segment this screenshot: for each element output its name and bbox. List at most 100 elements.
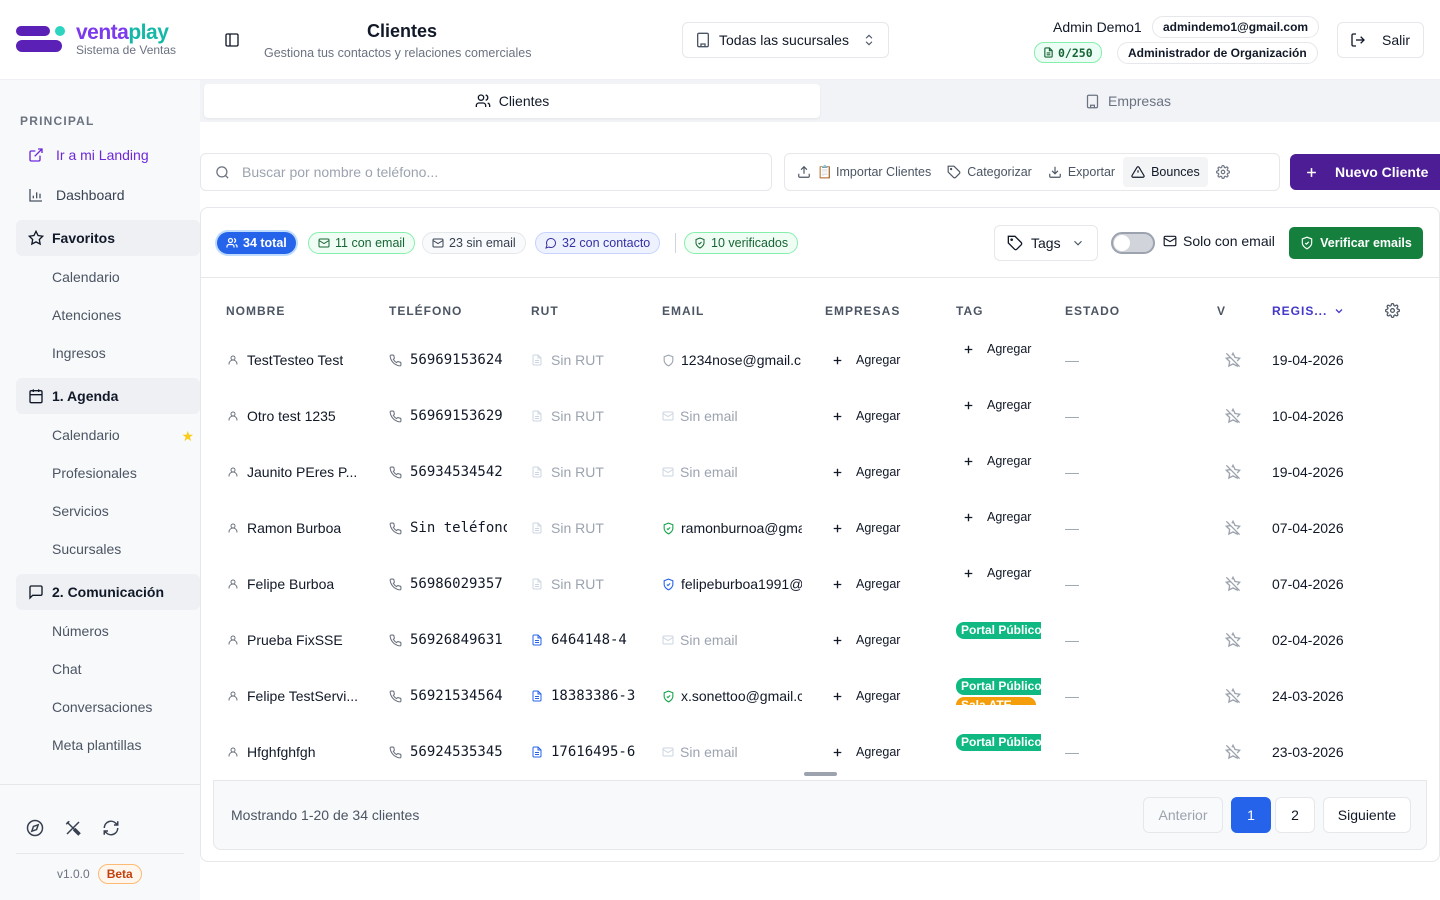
tab-empresas[interactable]: Empresas [820, 84, 1436, 118]
email-cell[interactable]: Sin email [662, 612, 802, 668]
sidebar-item-servicios[interactable]: Servicios [52, 503, 109, 519]
client-name-cell[interactable]: TestTesteo Test [227, 332, 372, 388]
sidebar-item-sucursales[interactable]: Sucursales [52, 541, 122, 557]
column-header-name[interactable]: NOMBRE [226, 304, 286, 318]
categorize-button[interactable]: Categorizar [939, 157, 1040, 187]
client-name-cell[interactable]: Jaunito PEres P... [227, 444, 372, 500]
column-header-v[interactable]: V [1217, 304, 1227, 318]
new-client-button[interactable]: Nuevo Cliente [1290, 154, 1440, 190]
branch-select[interactable]: Todas las sucursales [682, 22, 889, 58]
phone-cell[interactable]: Sin teléfono [389, 500, 507, 556]
email-cell[interactable]: 1234nose@gmail.c [662, 332, 802, 388]
verify-emails-button[interactable]: Verificar emails [1289, 227, 1423, 259]
phone-cell[interactable]: 56986029357 [389, 556, 507, 612]
add-company-button[interactable]: Agregar [831, 500, 921, 556]
add-tag-button[interactable]: Agregar [956, 510, 1031, 524]
email-cell[interactable]: Sin email [662, 724, 802, 780]
import-button[interactable]: 📋 Importar Clientes [789, 157, 939, 187]
star-off-icon[interactable] [1225, 388, 1245, 444]
column-header-tag[interactable]: TAG [956, 304, 984, 318]
client-name-cell[interactable]: Felipe Burboa [227, 556, 372, 612]
star-off-icon[interactable] [1225, 724, 1245, 780]
columns-settings-icon[interactable] [1385, 303, 1400, 318]
sidebar-item-calendario[interactable]: Calendario ★ [16, 416, 200, 454]
filter-chip-with-email[interactable]: 11 con email [308, 232, 415, 254]
sidebar-group-comunicacion[interactable]: 2. Comunicación [16, 574, 200, 610]
tag-pill[interactable]: Portal Público [956, 734, 1041, 751]
email-cell[interactable]: x.sonettoo@gmail.c [662, 668, 802, 724]
star-off-icon[interactable] [1225, 444, 1245, 500]
column-header-state[interactable]: ESTADO [1065, 304, 1121, 318]
column-header-email[interactable]: EMAIL [662, 304, 705, 318]
add-company-button[interactable]: Agregar [831, 724, 921, 780]
sidebar-item-numeros[interactable]: Números [52, 623, 109, 639]
add-tag-button[interactable]: Agregar [956, 342, 1031, 356]
star-off-icon[interactable] [1225, 612, 1245, 668]
sidebar-item-meta-plantillas[interactable]: Meta plantillas [52, 737, 142, 753]
add-company-button[interactable]: Agregar [831, 332, 921, 388]
page-2-button[interactable]: 2 [1275, 797, 1315, 833]
column-header-companies[interactable]: EMPRESAS [825, 304, 901, 318]
client-name-cell[interactable]: Otro test 1235 [227, 388, 372, 444]
add-company-button[interactable]: Agregar [831, 668, 921, 724]
table-row[interactable]: Felipe Burboa 56986029357 Sin RUT felipebur… [201, 556, 1439, 612]
add-company-button[interactable]: Agregar [831, 444, 921, 500]
sidebar-item-chat[interactable]: Chat [52, 661, 82, 677]
next-page-button[interactable]: Siguiente [1323, 797, 1411, 833]
add-tag-button[interactable]: Agregar [956, 566, 1031, 580]
tags-dropdown[interactable]: Tags [994, 225, 1098, 261]
prev-page-button[interactable]: Anterior [1143, 797, 1223, 833]
sidebar-item-conversaciones[interactable]: Conversaciones [52, 699, 153, 715]
refresh-icon[interactable] [102, 819, 120, 837]
tools-icon[interactable] [64, 819, 82, 837]
filter-chip-with-contact[interactable]: 32 con contacto [535, 232, 661, 254]
email-cell[interactable]: Sin email [662, 388, 802, 444]
sidebar-group-agenda[interactable]: 1. Agenda [16, 378, 200, 414]
sidebar-group-favoritos[interactable]: Favoritos [16, 220, 200, 256]
email-cell[interactable]: ramonburnoa@gmai [662, 500, 802, 556]
filter-chip-total[interactable]: 34 total [217, 232, 296, 254]
phone-cell[interactable]: 56969153629 [389, 388, 507, 444]
sidebar-item-landing[interactable]: Ir a mi Landing [16, 136, 200, 174]
tab-clientes[interactable]: Clientes [204, 84, 820, 118]
table-row[interactable]: Prueba FixSSE 56926849631 6464148-4 Sin ema… [201, 612, 1439, 668]
client-name-cell[interactable]: Ramon Burboa [227, 500, 372, 556]
compass-icon[interactable] [26, 819, 44, 837]
only-email-toggle[interactable] [1111, 232, 1155, 254]
tag-pill[interactable]: Portal Público [956, 622, 1041, 639]
star-off-icon[interactable] [1225, 500, 1245, 556]
tag-pill[interactable]: Portal Público [956, 678, 1041, 695]
table-row[interactable]: Otro test 1235 56969153629 Sin RUT Sin emai… [201, 388, 1439, 444]
client-name-cell[interactable]: Prueba FixSSE [227, 612, 372, 668]
table-row[interactable]: TestTesteo Test 56969153624 Sin RUT 1234nos… [201, 332, 1439, 388]
logout-button[interactable]: Salir [1337, 22, 1424, 58]
phone-cell[interactable]: 56921534564 [389, 668, 507, 724]
column-header-phone[interactable]: TELÉFONO [389, 304, 463, 318]
search-input[interactable] [242, 164, 771, 180]
add-tag-button[interactable]: Agregar [956, 454, 1031, 468]
client-name-cell[interactable]: Hfghfghfgh [227, 724, 372, 780]
table-row[interactable]: Felipe TestServi... 56921534564 18383386-3… [201, 668, 1439, 724]
column-header-rut[interactable]: RUT [531, 304, 559, 318]
star-off-icon[interactable] [1225, 332, 1245, 388]
phone-cell[interactable]: 56934534542 [389, 444, 507, 500]
sidebar-item-dashboard[interactable]: Dashboard [16, 176, 200, 214]
add-company-button[interactable]: Agregar [831, 388, 921, 444]
filter-chip-without-email[interactable]: 23 sin email [422, 232, 526, 254]
horizontal-scrollbar[interactable] [804, 772, 837, 776]
add-tag-button[interactable]: Agregar [956, 398, 1031, 412]
table-row[interactable]: Hfghfghfgh 56924535345 17616495-6 Sin email… [201, 724, 1439, 780]
add-company-button[interactable]: Agregar [831, 612, 921, 668]
toolbar-settings-button[interactable] [1208, 157, 1238, 187]
phone-cell[interactable]: 56969153624 [389, 332, 507, 388]
favorite-star-icon[interactable]: ★ [181, 428, 194, 444]
sidebar-item-calendario-fav[interactable]: Calendario [52, 269, 120, 285]
page-1-button[interactable]: 1 [1231, 797, 1271, 833]
star-off-icon[interactable] [1225, 668, 1245, 724]
star-off-icon[interactable] [1225, 556, 1245, 612]
phone-cell[interactable]: 56926849631 [389, 612, 507, 668]
phone-cell[interactable]: 56924535345 [389, 724, 507, 780]
add-company-button[interactable]: Agregar [831, 556, 921, 612]
sidebar-item-profesionales[interactable]: Profesionales [52, 465, 137, 481]
bounces-button[interactable]: Bounces [1123, 157, 1208, 187]
